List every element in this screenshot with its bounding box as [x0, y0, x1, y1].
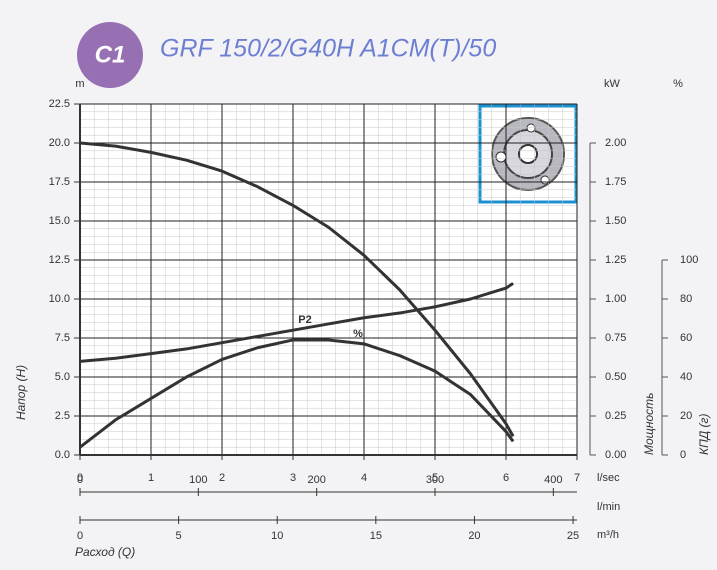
- y2-tick-label: 0.00: [605, 449, 626, 461]
- y3-tick-label: 0: [680, 449, 686, 461]
- y2-tick-label: 1.75: [605, 176, 626, 188]
- x2-tick-label: 0: [77, 474, 83, 486]
- x-tick-label: 0: [77, 472, 83, 484]
- x3-tick-label: 25: [567, 530, 579, 542]
- y2-tick-label: 0.75: [605, 332, 626, 344]
- x-tick-label: 6: [503, 472, 509, 484]
- y2-tick-label: 2.00: [605, 137, 626, 149]
- y-tick-label: 20.0: [49, 137, 70, 149]
- x2-tick-label: 100: [189, 474, 207, 486]
- y2-axis-label: Мощность: [642, 393, 656, 455]
- x3-tick-label: 15: [370, 530, 382, 542]
- y-tick-label: 22.5: [49, 98, 70, 110]
- y2-tick-label: 1.25: [605, 254, 626, 266]
- x-tick-label: 7: [574, 472, 580, 484]
- curve: [79, 141, 515, 438]
- pump-image: [478, 104, 578, 204]
- x-axis-label: Расход (Q): [75, 545, 135, 559]
- y-tick-label: 5.0: [55, 371, 70, 383]
- y2-tick-label: 0.25: [605, 410, 626, 422]
- y2-tick-label: 0.50: [605, 371, 626, 383]
- curve-label: %: [353, 328, 363, 340]
- x2-unit: l/min: [597, 501, 620, 513]
- y-tick-label: 15.0: [49, 215, 70, 227]
- y-tick-label: 7.5: [55, 332, 70, 344]
- y3-axis-label: КПД (г): [697, 414, 711, 455]
- x2-tick-label: 300: [426, 474, 444, 486]
- y2-unit: kW: [604, 78, 621, 90]
- curve-label: P2: [298, 314, 311, 326]
- y-tick-label: 17.5: [49, 176, 70, 188]
- x3-tick-label: 5: [176, 530, 182, 542]
- y-tick-label: 0.0: [55, 449, 70, 461]
- x2-tick-label: 400: [544, 474, 562, 486]
- y-tick-label: 2.5: [55, 410, 70, 422]
- x-tick-label: 5: [432, 472, 438, 484]
- y-tick-label: 10.0: [49, 293, 70, 305]
- curve: [79, 338, 515, 449]
- x-tick-label: 2: [219, 472, 225, 484]
- x3-unit: m³/h: [597, 529, 619, 541]
- chart-title: GRF 150/2/G40H A1CM(T)/50: [160, 35, 496, 63]
- badge-circle: [77, 22, 143, 88]
- y-unit: m: [75, 78, 84, 90]
- y3-tick-label: 60: [680, 332, 692, 344]
- y-axis-label: Напор (H): [14, 365, 28, 420]
- x3-tick-label: 20: [468, 530, 480, 542]
- y3-tick-label: 20: [680, 410, 692, 422]
- y3-tick-label: 80: [680, 293, 692, 305]
- x-unit: l/sec: [597, 472, 620, 484]
- x2-tick-label: 200: [307, 474, 325, 486]
- x-tick-label: 4: [361, 472, 367, 484]
- curve: [79, 282, 514, 363]
- y3-tick-label: 40: [680, 371, 692, 383]
- badge-label: C1: [95, 41, 126, 68]
- x3-tick-label: 10: [271, 530, 283, 542]
- y-tick-label: 12.5: [49, 254, 70, 266]
- x-tick-label: 3: [290, 472, 296, 484]
- x-tick-label: 1: [148, 472, 154, 484]
- y2-tick-label: 1.00: [605, 293, 626, 305]
- y3-tick-label: 100: [680, 254, 698, 266]
- y3-unit: %: [673, 78, 683, 90]
- x3-tick-label: 0: [77, 530, 83, 542]
- y2-tick-label: 1.50: [605, 215, 626, 227]
